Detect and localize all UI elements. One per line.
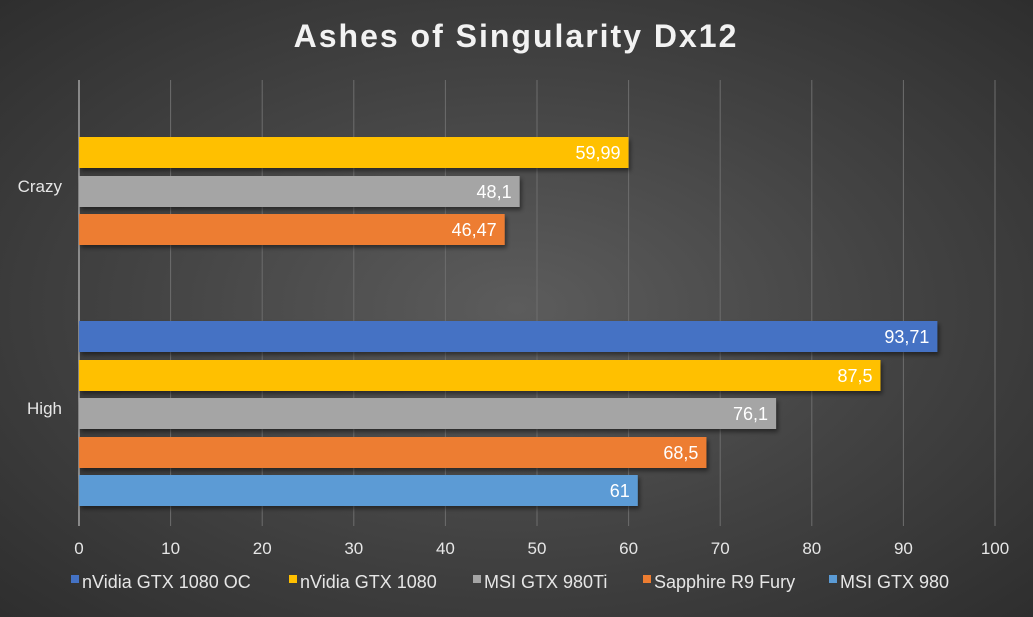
data-label: 46,47 xyxy=(452,220,497,240)
x-tick-label: 40 xyxy=(436,539,455,558)
bar xyxy=(79,398,777,429)
legend-label: nVidia GTX 1080 OC xyxy=(82,572,251,592)
legend-swatch xyxy=(829,575,837,583)
x-tick-label: 50 xyxy=(528,539,547,558)
category-label: Crazy xyxy=(18,177,63,196)
legend-swatch xyxy=(71,575,79,583)
bar xyxy=(79,176,520,207)
legend-swatch xyxy=(473,575,481,583)
bar xyxy=(79,437,707,468)
data-label: 87,5 xyxy=(837,366,872,386)
x-tick-label: 30 xyxy=(344,539,363,558)
bar xyxy=(79,214,505,245)
data-label: 61 xyxy=(610,481,630,501)
legend-label: nVidia GTX 1080 xyxy=(300,572,437,592)
legend-label: MSI GTX 980Ti xyxy=(484,572,607,592)
bar xyxy=(79,137,629,168)
chart-title: Ashes of Singularity Dx12 xyxy=(294,18,739,54)
legend-swatch xyxy=(289,575,297,583)
legend-label: MSI GTX 980 xyxy=(840,572,949,592)
x-tick-label: 60 xyxy=(619,539,638,558)
data-label: 59,99 xyxy=(575,143,620,163)
x-tick-label: 20 xyxy=(253,539,272,558)
x-tick-label: 80 xyxy=(802,539,821,558)
x-tick-label: 0 xyxy=(74,539,83,558)
axes: 0 10 20 30 40 50 60 70 80 90 100 Crazy High xyxy=(18,80,1009,558)
x-tick-label: 100 xyxy=(981,539,1009,558)
data-label: 48,1 xyxy=(477,182,512,202)
category-label: High xyxy=(27,399,62,418)
bar xyxy=(79,321,938,352)
bars xyxy=(79,137,938,506)
bar xyxy=(79,475,638,506)
data-label: 68,5 xyxy=(663,443,698,463)
x-tick-label: 10 xyxy=(161,539,180,558)
legend-swatch xyxy=(643,575,651,583)
legend: nVidia GTX 1080 OC nVidia GTX 1080 MSI GTX… xyxy=(71,572,949,592)
x-tick-label: 90 xyxy=(894,539,913,558)
x-tick-label: 70 xyxy=(711,539,730,558)
data-label: 76,1 xyxy=(733,404,768,424)
data-label: 93,71 xyxy=(884,327,929,347)
bar xyxy=(79,360,881,391)
legend-label: Sapphire R9 Fury xyxy=(654,572,795,592)
data-labels: 93,71 59,99 87,5 48,1 76,1 46,47 68,5 61 xyxy=(452,143,930,501)
